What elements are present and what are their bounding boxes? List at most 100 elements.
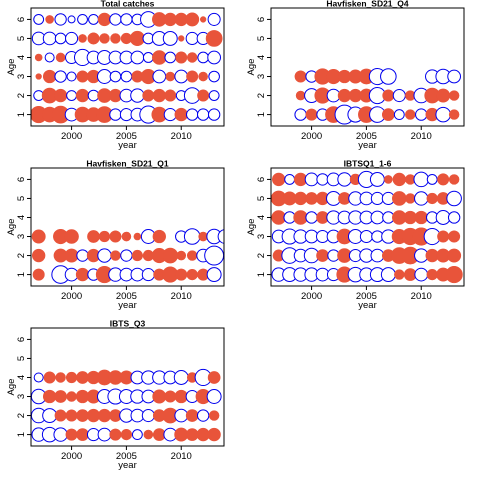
bubble-positive [109,230,122,243]
x-tick-label: 2000 [61,291,82,302]
bubble-negative [97,69,112,84]
bubble-negative [33,372,44,383]
x-tick-label: 2010 [171,131,192,142]
bubble-positive [448,90,460,101]
bubble-positive [76,409,89,422]
bubble-positive [207,427,221,442]
y-tick-label: 3 [256,234,267,239]
bubble-positive [78,34,87,43]
bubble-positive [87,230,100,243]
bubble-negative [304,172,319,187]
y-tick-label: 1 [16,112,27,117]
bubble-negative [97,427,112,442]
bubble-positive [43,371,56,384]
y-tick-label: 5 [16,36,27,41]
bubble-negative [284,173,296,185]
bubble-positive [110,33,121,44]
y-tick-label: 5 [16,356,27,361]
bubble-positive [97,12,112,27]
bubble-negative [414,191,429,206]
bubble-negative [162,30,178,46]
bubble-negative [196,108,210,121]
y-tick-label: 5 [256,36,267,41]
bubble-negative [120,13,133,26]
panel-title: Havfisken_SD21_Q1 [86,159,168,169]
bubble-positive [448,174,460,185]
bubble-negative [435,106,451,123]
bubbles [294,67,461,125]
bubble-negative [76,249,89,262]
bubble-positive [53,88,68,103]
bubble-positive [143,429,154,440]
y-axis-label: Age [246,219,257,236]
bubbles [31,368,222,443]
x-tick-label: 2000 [301,291,322,302]
bubble-positive [87,32,100,45]
y-tick-label: 6 [256,177,267,182]
x-tick-label: 2010 [171,451,192,462]
y-tick-label: 4 [256,55,267,60]
bubble-positive [436,88,451,103]
bubble-positive [98,230,111,243]
bubble-negative [392,89,406,103]
panel-3: Havfisken_SD21_Q1 2000 2005 2010 1 2 3 4 5 6 year A… [6,159,225,311]
bubble-negative [185,31,199,45]
bubble-negative [208,70,220,83]
bubble-positive [162,247,179,264]
bubble-negative [447,69,461,84]
x-tick-label: 2005 [116,131,137,142]
plot-frame [30,327,225,447]
bubble-negative [380,68,397,85]
bubble-positive [31,229,46,244]
bubble-negative [88,13,99,25]
bubble-negative [130,88,145,103]
bubble-negative [141,409,155,423]
bubble-negative [305,211,318,224]
x-tick-label: 2010 [411,131,432,142]
bubble-positive [75,267,90,282]
bubble-positive [186,52,198,63]
bubble-positive [186,250,198,261]
bubble-positive [448,230,461,243]
bubble-positive [272,172,286,187]
y-tick-label: 3 [16,394,27,399]
bubble-positive [293,191,308,206]
bubble-positive [66,391,77,402]
bubble-positive [164,89,177,102]
bubble-negative [359,229,373,244]
bubble-negative [66,71,77,82]
bubble-positive [384,175,393,184]
bubble-negative [206,389,222,404]
x-tick-label: 2000 [301,131,322,142]
bubble-negative [163,108,177,122]
bubble-negative [130,50,145,65]
bubble-negative [77,13,88,25]
panel-2: Havfisken_SD21_Q4 2000 2005 2010 1 2 3 4 5 6 year A… [246,0,465,151]
bubble-positive [99,33,110,44]
bubble-negative [204,245,224,266]
plot-frame [270,167,465,287]
y-axis-label: Age [6,219,17,236]
bubble-negative [65,31,79,45]
y-axis-label: Age [6,379,17,396]
bubble-positive [34,53,43,62]
x-tick-label: 2010 [171,291,192,302]
x-tick-label: 2005 [356,131,377,142]
bubble-negative [54,32,67,45]
y-tick-label: 1 [256,112,267,117]
bubble-positive [175,268,188,281]
bubble-positive [55,52,66,63]
bubble-positive [164,390,177,403]
bubble-positive [445,265,463,284]
bubble-negative [120,249,133,262]
x-tick-label: 2005 [356,291,377,302]
bubble-negative [186,108,199,121]
bubble-positive [207,371,221,384]
x-tick-label: 2010 [411,291,432,302]
bubble-positive [316,249,329,262]
bubble-positive [152,50,167,65]
bubble-positive [437,230,450,243]
bubble-positive [205,30,223,47]
y-tick-label: 2 [256,93,267,98]
bubble-positive [109,428,122,441]
